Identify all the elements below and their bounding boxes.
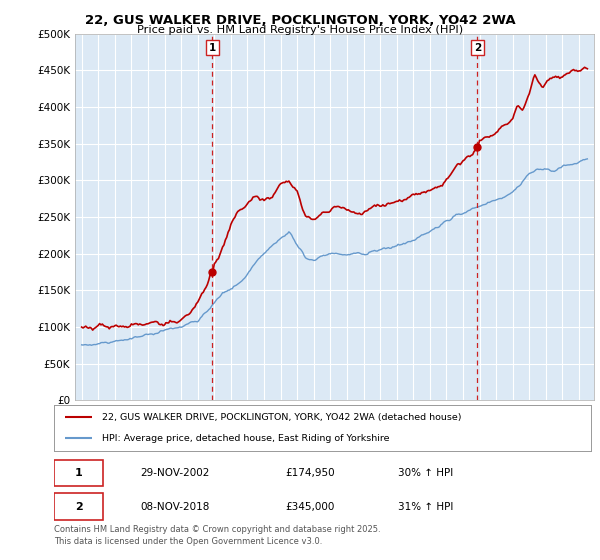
- FancyBboxPatch shape: [54, 493, 103, 520]
- Text: Price paid vs. HM Land Registry's House Price Index (HPI): Price paid vs. HM Land Registry's House …: [137, 25, 463, 35]
- Text: 31% ↑ HPI: 31% ↑ HPI: [398, 502, 453, 511]
- Text: 08-NOV-2018: 08-NOV-2018: [140, 502, 209, 511]
- Text: 30% ↑ HPI: 30% ↑ HPI: [398, 468, 453, 478]
- Text: £174,950: £174,950: [285, 468, 335, 478]
- Text: 1: 1: [75, 468, 83, 478]
- Text: 29-NOV-2002: 29-NOV-2002: [140, 468, 209, 478]
- Text: 2: 2: [474, 43, 481, 53]
- Text: HPI: Average price, detached house, East Riding of Yorkshire: HPI: Average price, detached house, East…: [103, 434, 390, 443]
- Text: 22, GUS WALKER DRIVE, POCKLINGTON, YORK, YO42 2WA (detached house): 22, GUS WALKER DRIVE, POCKLINGTON, YORK,…: [103, 413, 462, 422]
- Text: £345,000: £345,000: [285, 502, 334, 511]
- FancyBboxPatch shape: [54, 460, 103, 486]
- Text: Contains HM Land Registry data © Crown copyright and database right 2025.
This d: Contains HM Land Registry data © Crown c…: [54, 525, 380, 546]
- Text: 22, GUS WALKER DRIVE, POCKLINGTON, YORK, YO42 2WA: 22, GUS WALKER DRIVE, POCKLINGTON, YORK,…: [85, 14, 515, 27]
- Text: 1: 1: [209, 43, 216, 53]
- Text: 2: 2: [75, 502, 83, 511]
